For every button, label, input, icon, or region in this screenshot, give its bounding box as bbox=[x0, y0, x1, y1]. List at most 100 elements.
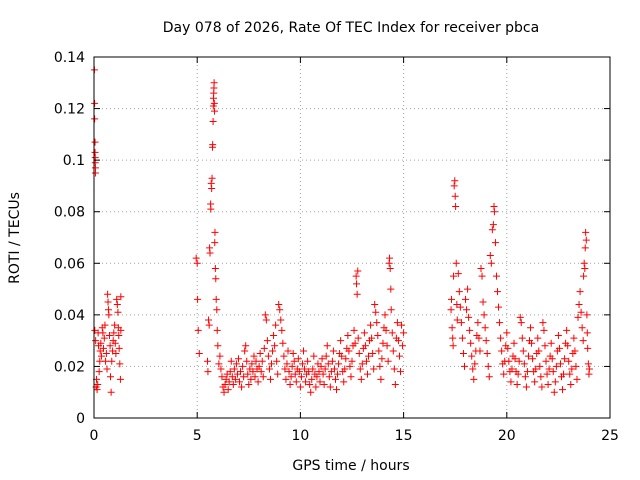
data-point bbox=[475, 334, 483, 342]
data-point bbox=[274, 370, 282, 378]
data-point bbox=[221, 380, 229, 388]
data-point bbox=[477, 264, 485, 272]
data-point bbox=[481, 324, 489, 332]
data-point bbox=[275, 301, 283, 309]
data-point bbox=[494, 288, 502, 296]
data-point bbox=[532, 365, 540, 373]
y-tick-label: 0.02 bbox=[54, 359, 85, 375]
x-tick-label: 0 bbox=[90, 428, 99, 444]
data-point bbox=[295, 368, 303, 376]
y-axis-label: ROTI / TECUs bbox=[7, 192, 23, 284]
data-point bbox=[269, 347, 277, 355]
data-point bbox=[309, 365, 317, 373]
data-point bbox=[362, 357, 370, 365]
data-point bbox=[323, 342, 331, 350]
data-point bbox=[537, 373, 545, 381]
data-point bbox=[342, 355, 350, 363]
data-point bbox=[194, 295, 202, 303]
data-point bbox=[378, 355, 386, 363]
data-point bbox=[213, 326, 221, 334]
data-point bbox=[345, 347, 353, 355]
data-point bbox=[306, 380, 314, 388]
data-point bbox=[490, 208, 498, 216]
data-point bbox=[251, 373, 259, 381]
data-point bbox=[459, 350, 467, 358]
data-point bbox=[480, 311, 488, 319]
data-point bbox=[250, 352, 258, 360]
data-point bbox=[498, 347, 506, 355]
data-point bbox=[111, 321, 119, 329]
data-point bbox=[369, 350, 377, 358]
data-point bbox=[290, 357, 298, 365]
data-point bbox=[254, 378, 262, 386]
data-point bbox=[225, 378, 233, 386]
data-point bbox=[583, 311, 591, 319]
data-point bbox=[363, 370, 371, 378]
data-point bbox=[116, 375, 124, 383]
data-point bbox=[91, 138, 99, 146]
data-point bbox=[105, 311, 113, 319]
data-point bbox=[507, 378, 515, 386]
data-point bbox=[107, 373, 115, 381]
data-point bbox=[462, 295, 470, 303]
x-tick-label: 15 bbox=[395, 428, 413, 444]
data-point bbox=[117, 326, 125, 334]
data-point bbox=[278, 326, 286, 334]
data-point bbox=[115, 331, 123, 339]
data-point bbox=[447, 306, 455, 314]
y-tick-label: 0 bbox=[76, 411, 85, 427]
data-point bbox=[464, 285, 472, 293]
data-point bbox=[560, 370, 568, 378]
data-point bbox=[110, 329, 118, 337]
data-point bbox=[576, 288, 584, 296]
data-point bbox=[584, 360, 592, 368]
data-point bbox=[367, 321, 375, 329]
data-point bbox=[541, 342, 549, 350]
data-point bbox=[195, 350, 203, 358]
data-point bbox=[352, 272, 360, 280]
data-point bbox=[334, 370, 342, 378]
data-point bbox=[231, 375, 239, 383]
data-points bbox=[90, 66, 593, 396]
data-point bbox=[280, 352, 288, 360]
data-point bbox=[204, 357, 212, 365]
data-point bbox=[296, 383, 304, 391]
data-point bbox=[237, 368, 245, 376]
data-point bbox=[320, 380, 328, 388]
data-point bbox=[536, 362, 544, 370]
data-point bbox=[215, 360, 223, 368]
data-point bbox=[347, 373, 355, 381]
data-point bbox=[395, 352, 403, 360]
data-point bbox=[585, 365, 593, 373]
data-point bbox=[255, 362, 263, 370]
data-point bbox=[292, 378, 300, 386]
data-point bbox=[550, 388, 558, 396]
data-point bbox=[485, 373, 493, 381]
data-point bbox=[387, 285, 395, 293]
data-point bbox=[580, 272, 588, 280]
data-point bbox=[240, 373, 248, 381]
data-point bbox=[372, 308, 380, 316]
x-tick-label: 10 bbox=[291, 428, 309, 444]
data-point bbox=[531, 378, 539, 386]
data-point bbox=[337, 337, 345, 345]
data-point bbox=[270, 331, 278, 339]
data-point bbox=[513, 380, 521, 388]
data-point bbox=[563, 326, 571, 334]
data-point bbox=[476, 347, 484, 355]
data-point bbox=[465, 313, 473, 321]
data-point bbox=[399, 342, 407, 350]
data-point bbox=[492, 272, 500, 280]
data-point bbox=[271, 342, 279, 350]
data-point bbox=[91, 169, 99, 177]
data-point bbox=[310, 352, 318, 360]
data-point bbox=[265, 365, 273, 373]
x-tick-labels: 0 5 10 15 20 25 bbox=[90, 428, 619, 444]
data-point bbox=[535, 347, 543, 355]
data-point bbox=[244, 370, 252, 378]
data-point bbox=[389, 347, 397, 355]
data-point bbox=[514, 370, 522, 378]
data-point bbox=[584, 344, 592, 352]
data-point bbox=[400, 329, 408, 337]
data-point bbox=[545, 365, 553, 373]
